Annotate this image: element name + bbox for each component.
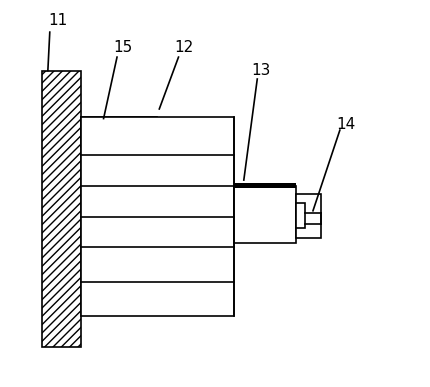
Text: 12: 12 xyxy=(175,40,194,55)
Bar xyxy=(42,70,80,347)
Text: 13: 13 xyxy=(252,63,271,78)
Bar xyxy=(296,194,321,238)
Bar xyxy=(80,116,157,147)
Text: 14: 14 xyxy=(336,117,355,132)
Text: 11: 11 xyxy=(48,13,67,28)
Bar xyxy=(80,116,234,317)
Text: 15: 15 xyxy=(113,40,132,55)
Bar xyxy=(296,203,305,228)
Bar xyxy=(234,186,296,243)
Bar xyxy=(234,183,296,188)
